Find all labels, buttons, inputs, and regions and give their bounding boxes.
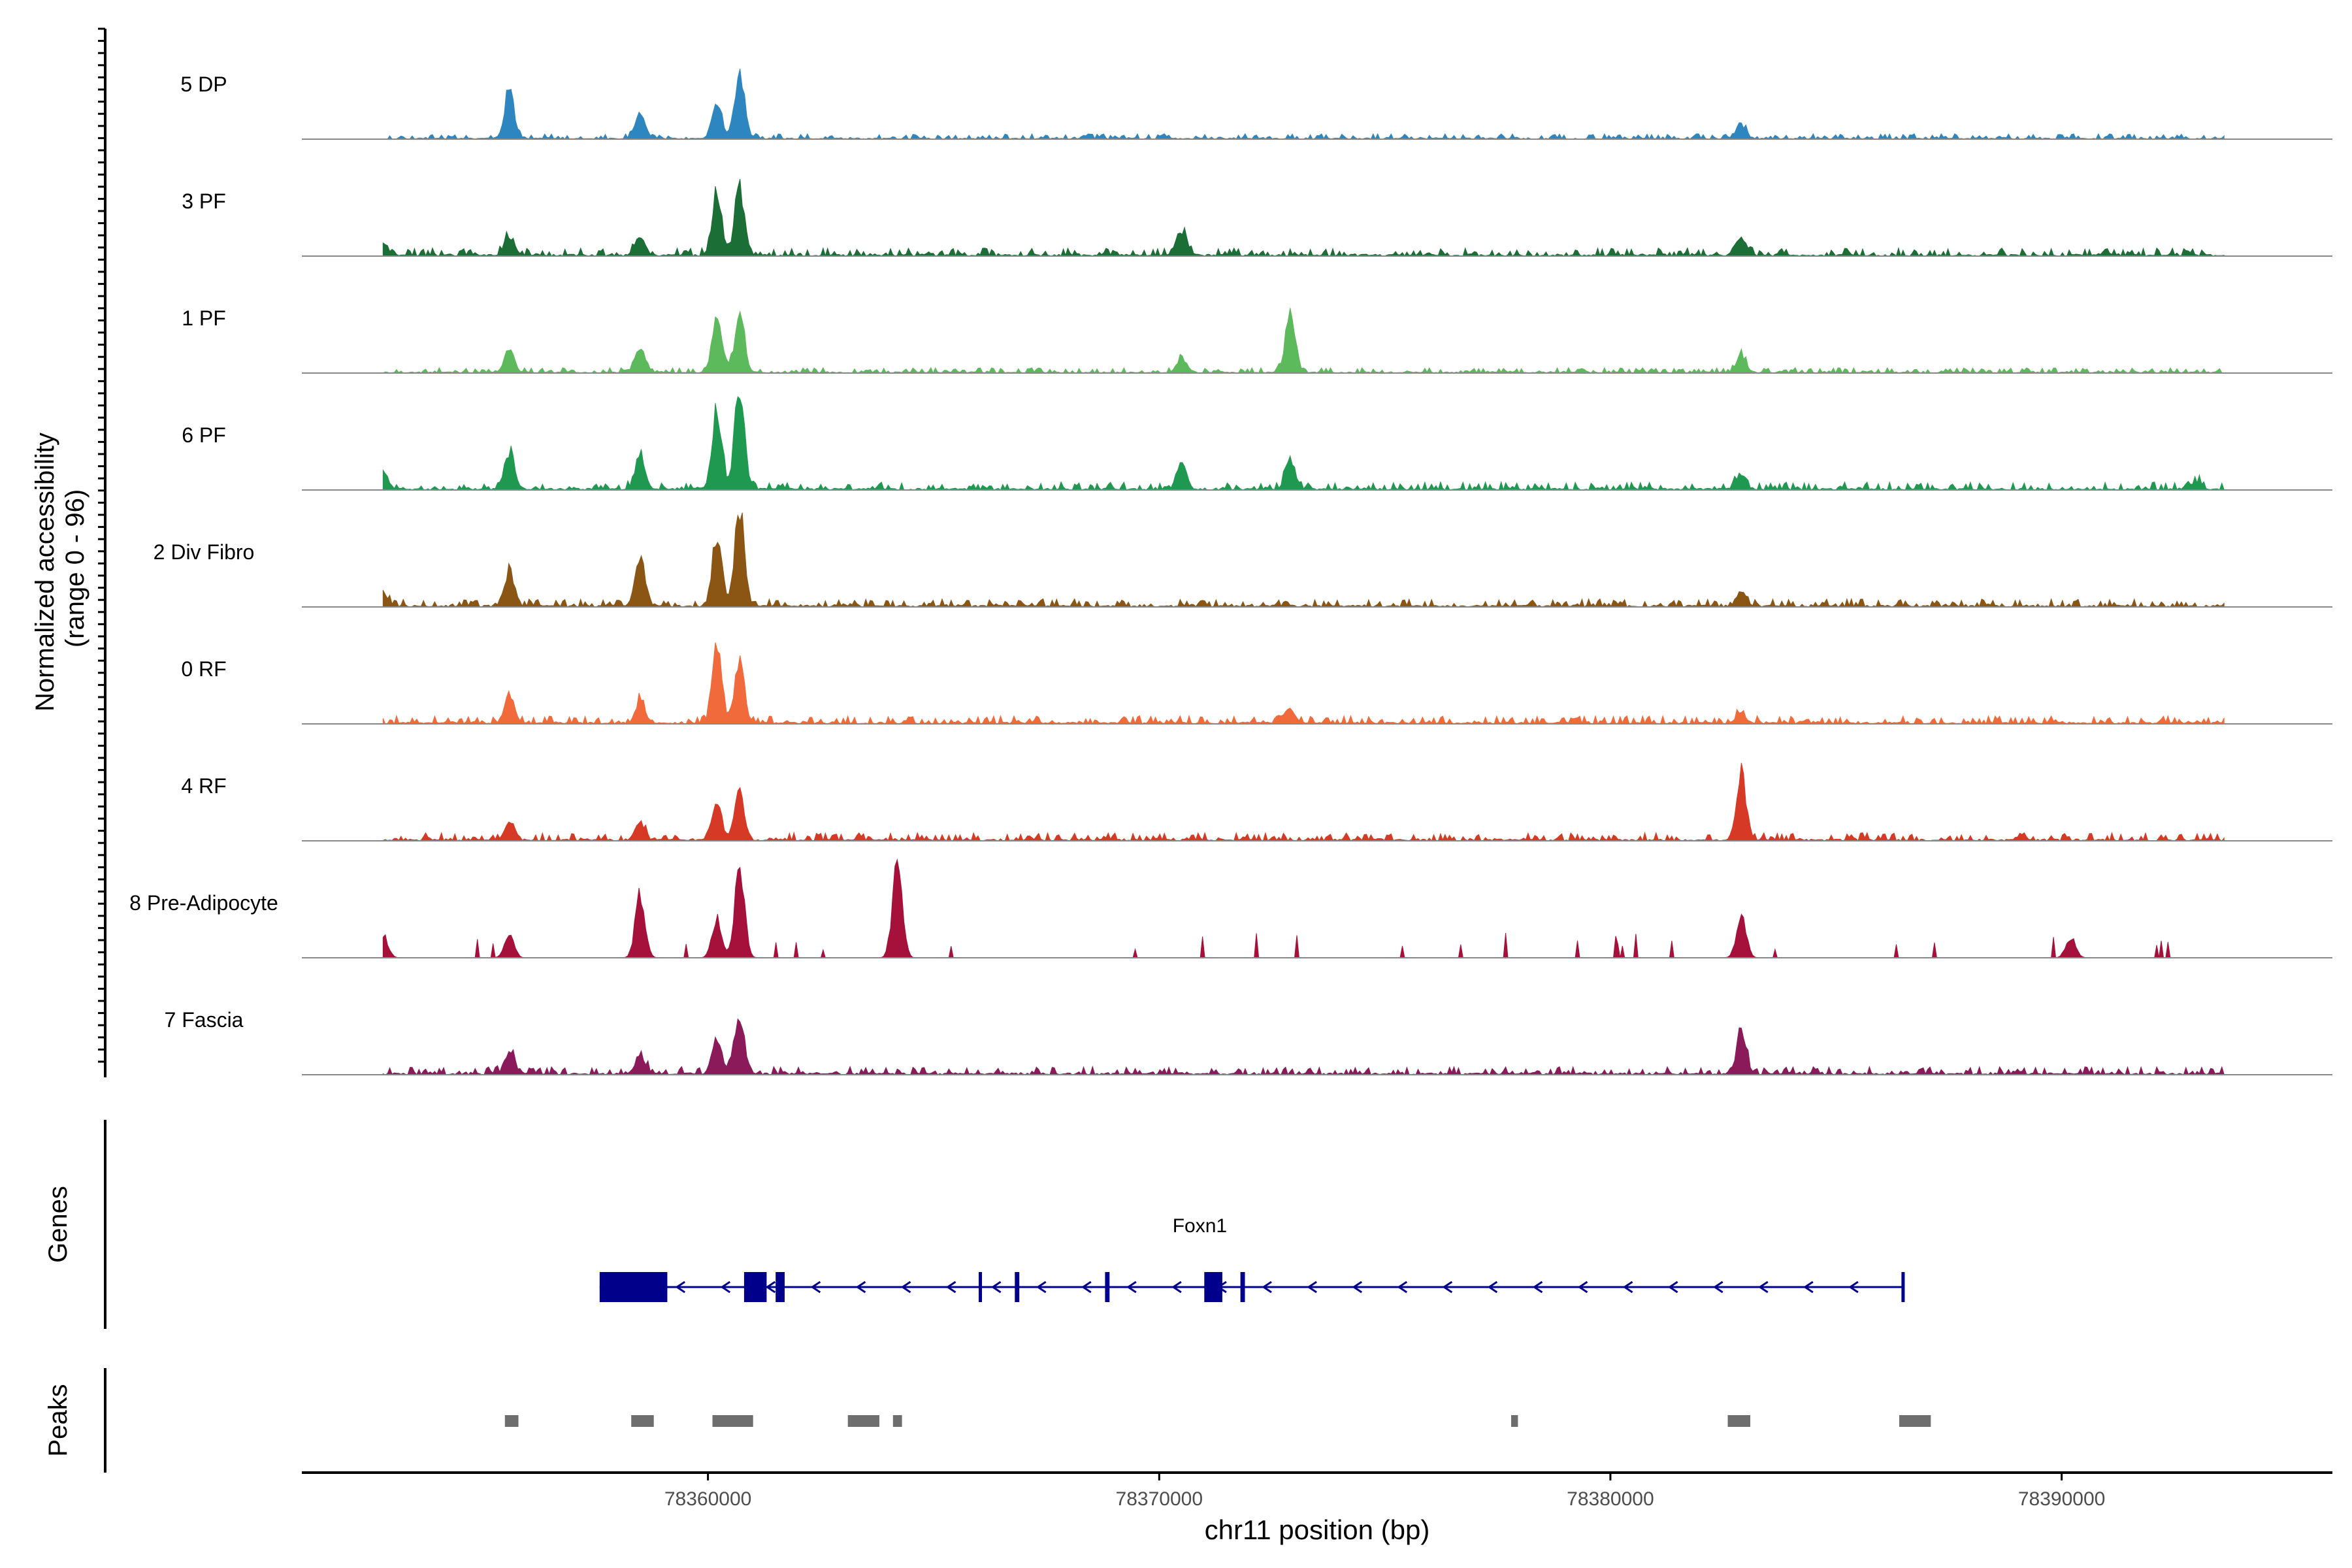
- x-tick-label: 78390000: [2018, 1488, 2105, 1510]
- coverage-area: [382, 1018, 2225, 1076]
- track-label: 7 Fascia: [165, 1008, 244, 1032]
- strand-arrow-icon: [1712, 1281, 1723, 1294]
- strand-arrow-icon: [1442, 1281, 1453, 1294]
- track-label: 3 PF: [182, 189, 226, 213]
- strand-arrow-icon: [1036, 1281, 1047, 1294]
- track-5-dp: 5 DP: [180, 69, 2332, 140]
- x-tick-label: 78380000: [1567, 1488, 1654, 1510]
- coverage-area: [382, 69, 2225, 140]
- y-axis-title: Normalized accessibility (range 0 - 96): [31, 425, 90, 711]
- coverage-area: [382, 308, 2225, 374]
- y-axis-title-line-2: (range 0 - 96): [61, 489, 90, 647]
- gene-exon: [1105, 1272, 1110, 1302]
- genes-label: Genes: [44, 1186, 73, 1263]
- peak-region: [712, 1415, 753, 1427]
- strand-arrow-icon: [1803, 1281, 1814, 1294]
- strand-arrow-icon: [765, 1281, 776, 1294]
- track-label: 0 RF: [181, 657, 226, 681]
- coverage-area: [382, 858, 2225, 958]
- x-tick-label: 78360000: [664, 1488, 751, 1510]
- track-8-pre-adipocyte: 8 Pre-Adipocyte: [129, 858, 2332, 958]
- strand-arrow-icon: [1758, 1281, 1769, 1294]
- x-axis: 78360000 78370000 78380000 78390000: [302, 1471, 2332, 1510]
- gene-exon: [1204, 1272, 1222, 1302]
- left-axis: [98, 27, 106, 1077]
- strand-arrow-icon: [810, 1281, 821, 1294]
- strand-arrow-icon: [1577, 1281, 1588, 1294]
- strand-arrow-icon: [1352, 1281, 1362, 1294]
- strand-arrow-icon: [1667, 1281, 1678, 1294]
- track-label: 6 PF: [182, 423, 226, 447]
- peak-region: [1511, 1415, 1518, 1427]
- track-6-pf: 6 PF: [182, 396, 2332, 491]
- strand-arrow-icon: [1487, 1281, 1498, 1294]
- strand-arrow-icon: [900, 1281, 911, 1294]
- track-2-div-fibro: 2 Div Fibro: [154, 512, 2332, 608]
- track-3-pf: 3 PF: [182, 178, 2332, 257]
- gene-exon: [776, 1272, 785, 1302]
- coverage-area: [382, 178, 2225, 257]
- strand-arrow-icon: [855, 1281, 866, 1294]
- gene-exon: [1240, 1272, 1245, 1302]
- gene-exon: [1901, 1272, 1905, 1302]
- gene-exon: [599, 1272, 668, 1302]
- x-axis-title: chr11 position (bp): [1205, 1514, 1430, 1545]
- gene-name-label: Foxn1: [1173, 1215, 1227, 1237]
- strand-arrow-icon: [1171, 1281, 1182, 1294]
- gene-exon: [979, 1272, 982, 1302]
- peak-region: [1727, 1415, 1750, 1427]
- track-label: 5 DP: [180, 73, 227, 96]
- gene-exon: [743, 1272, 767, 1302]
- strand-arrow-icon: [720, 1281, 731, 1294]
- strand-arrow-icon: [1848, 1281, 1859, 1294]
- gene-exon: [1015, 1272, 1020, 1302]
- track-4-rf: 4 RF: [181, 762, 2332, 842]
- peak-region: [1899, 1415, 1931, 1427]
- track-label: 8 Pre-Adipocyte: [129, 891, 278, 915]
- strand-arrow-icon: [1262, 1281, 1272, 1294]
- strand-arrow-icon: [1397, 1281, 1408, 1294]
- coverage-area: [382, 642, 2225, 725]
- track-label: 2 Div Fibro: [154, 540, 255, 564]
- x-tick-label: 78370000: [1116, 1488, 1203, 1510]
- strand-arrow-icon: [990, 1281, 1002, 1294]
- coverage-area: [382, 396, 2225, 491]
- y-axis-title-line-1: Normalized accessibility: [31, 433, 59, 711]
- coverage-area: [382, 762, 2225, 842]
- strand-arrow-icon: [675, 1281, 685, 1294]
- strand-arrow-icon: [1081, 1281, 1092, 1294]
- track-0-rf: 0 RF: [181, 642, 2332, 725]
- track-1-pf: 1 PF: [182, 306, 2332, 374]
- peaks-label: Peaks: [44, 1384, 73, 1456]
- strand-arrow-icon: [1307, 1281, 1317, 1294]
- peak-region: [892, 1415, 902, 1427]
- strand-arrow-icon: [945, 1281, 956, 1294]
- strand-arrow-icon: [1532, 1281, 1543, 1294]
- peak-track: [504, 1415, 1931, 1427]
- track-label: 4 RF: [181, 774, 226, 798]
- peak-region: [847, 1415, 879, 1427]
- peak-region: [504, 1415, 519, 1427]
- strand-arrow-icon: [1622, 1281, 1633, 1294]
- coverage-area: [382, 512, 2225, 608]
- peak-region: [631, 1415, 654, 1427]
- strand-arrow-icon: [1126, 1281, 1137, 1294]
- track-label: 1 PF: [182, 306, 226, 330]
- track-7-fascia: 7 Fascia: [165, 1008, 2332, 1076]
- gene-track: Foxn1: [599, 1215, 1905, 1302]
- coverage-tracks: 5 DP 3 PF 1 PF 6 PF 2 Div Fibro 0 RF 4 RF 8 Pre…: [129, 69, 2332, 1076]
